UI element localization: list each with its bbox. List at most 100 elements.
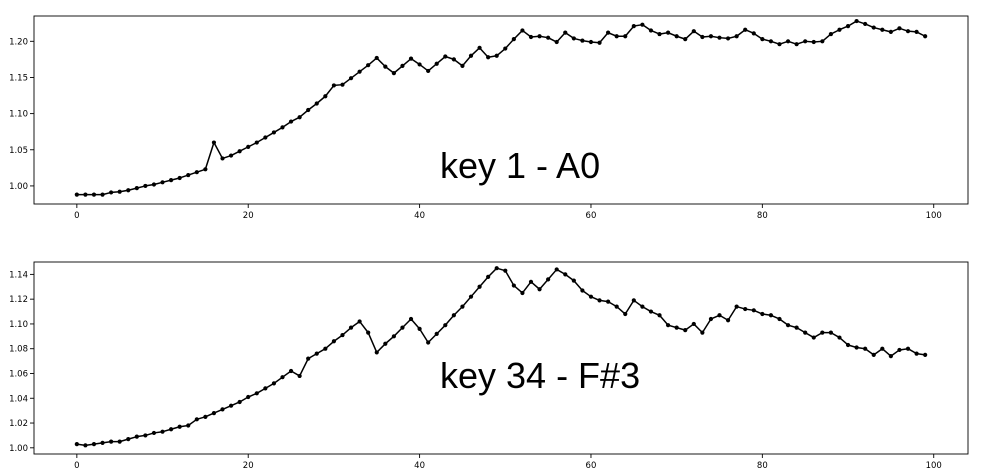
data-point — [820, 39, 825, 44]
data-point — [554, 267, 559, 272]
data-point — [160, 429, 165, 434]
data-point — [914, 29, 919, 35]
data-point — [854, 345, 859, 350]
data-point — [657, 313, 662, 318]
data-point — [237, 399, 242, 405]
data-point — [665, 323, 671, 328]
data-point — [383, 64, 388, 69]
data-point — [888, 354, 893, 359]
data-point — [803, 39, 808, 44]
data-point — [571, 278, 576, 283]
data-point — [546, 35, 551, 40]
data-point — [126, 188, 131, 193]
data-point — [100, 440, 105, 445]
data-point — [169, 178, 174, 183]
data-point — [888, 29, 893, 35]
data-point — [845, 342, 851, 348]
data-point — [863, 21, 868, 27]
data-point — [563, 272, 568, 277]
data-point — [794, 42, 799, 47]
data-point — [486, 55, 491, 60]
data-point — [228, 153, 234, 158]
data-point — [211, 140, 217, 145]
data-point — [417, 326, 422, 331]
data-point — [751, 31, 756, 36]
data-point — [803, 330, 808, 335]
data-point — [477, 45, 482, 50]
data-point — [665, 30, 671, 35]
data-point — [511, 283, 516, 288]
data-point — [546, 277, 551, 282]
data-point — [614, 304, 619, 309]
data-point — [237, 149, 242, 154]
data-point — [631, 24, 636, 29]
data-point — [323, 346, 328, 351]
data-point — [443, 323, 448, 328]
data-point — [880, 346, 885, 351]
data-point — [434, 61, 439, 66]
data-point — [880, 27, 885, 32]
data-point — [348, 325, 354, 330]
data-point — [743, 27, 748, 32]
data-point — [828, 330, 834, 335]
data-point — [837, 27, 842, 32]
data-point — [751, 308, 756, 313]
data-point — [683, 37, 688, 42]
data-point — [314, 351, 319, 356]
data-point — [640, 22, 645, 27]
data-point — [863, 346, 868, 351]
data-point — [271, 130, 277, 135]
data-point — [460, 304, 465, 309]
data-point — [520, 28, 525, 33]
data-point — [263, 135, 268, 140]
data-point — [271, 381, 277, 386]
data-point — [134, 185, 139, 191]
data-point — [408, 56, 414, 61]
series-line — [76, 267, 926, 447]
data-point — [554, 39, 559, 45]
data-point — [768, 313, 774, 318]
data-point — [597, 40, 602, 45]
data-point — [811, 39, 816, 45]
data-point — [109, 190, 114, 195]
data-point — [374, 350, 379, 355]
data-point — [246, 144, 251, 149]
data-point — [537, 287, 542, 292]
x-tick-label: 20 — [243, 211, 254, 221]
data-point — [177, 175, 182, 181]
data-point — [314, 101, 319, 106]
data-point — [511, 37, 516, 42]
data-point — [169, 427, 174, 432]
data-point — [674, 34, 679, 39]
data-point — [383, 341, 388, 346]
data-point — [91, 441, 97, 447]
data-point — [306, 356, 311, 361]
data-point — [203, 414, 208, 419]
y-tick-label: 1.00 — [9, 182, 28, 192]
data-point — [451, 57, 456, 62]
data-point — [897, 26, 902, 31]
data-point — [700, 34, 705, 40]
data-point — [211, 411, 217, 416]
data-point — [606, 30, 611, 35]
data-point — [288, 368, 294, 374]
data-point — [468, 53, 474, 58]
data-point — [725, 318, 731, 323]
data-point — [340, 332, 345, 338]
data-point — [426, 68, 431, 74]
data-point — [683, 328, 688, 333]
data-point — [648, 28, 654, 33]
data-point — [246, 394, 251, 400]
data-point — [734, 304, 739, 309]
data-point — [871, 25, 876, 30]
data-point — [306, 107, 311, 113]
data-point — [348, 76, 354, 81]
data-point — [717, 313, 722, 318]
data-point — [743, 306, 748, 312]
data-point — [297, 373, 302, 379]
data-point — [323, 94, 328, 99]
data-point — [494, 53, 499, 58]
chart-annotation: key 34 - F#3 — [440, 355, 640, 396]
data-point — [280, 125, 285, 130]
